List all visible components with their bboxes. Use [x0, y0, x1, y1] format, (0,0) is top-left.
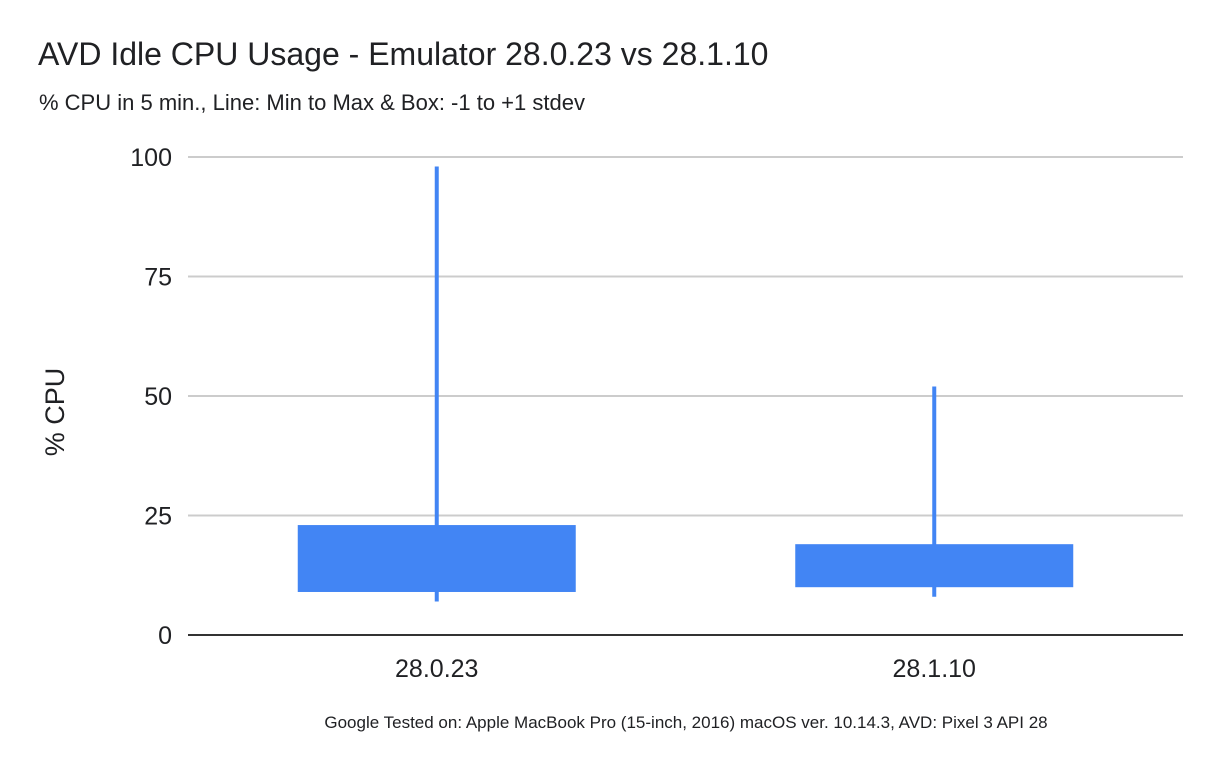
box-28.0.23	[297, 525, 576, 592]
chart-subtitle: % CPU in 5 min., Line: Min to Max & Box:…	[39, 90, 585, 115]
gridlines	[188, 156, 1183, 517]
y-axis-ticks: 0 25 50 75 100	[130, 144, 172, 650]
y-axis-title: % CPU	[40, 368, 70, 457]
y-tick-label: 100	[130, 144, 172, 172]
y-tick-label: 25	[144, 503, 172, 531]
y-tick-label: 75	[144, 264, 172, 292]
y-tick-label: 0	[158, 622, 172, 650]
x-tick-label: 28.0.23	[395, 655, 478, 683]
chart-title: AVD Idle CPU Usage - Emulator 28.0.23 vs…	[38, 36, 769, 72]
footnote: Google Tested on: Apple MacBook Pro (15-…	[324, 713, 1047, 732]
x-axis-ticks: 28.0.23 28.1.10	[395, 655, 976, 683]
candles	[297, 166, 1074, 602]
y-tick-label: 50	[144, 383, 172, 411]
x-tick-label: 28.1.10	[893, 655, 976, 683]
box-28.1.10	[795, 544, 1074, 588]
